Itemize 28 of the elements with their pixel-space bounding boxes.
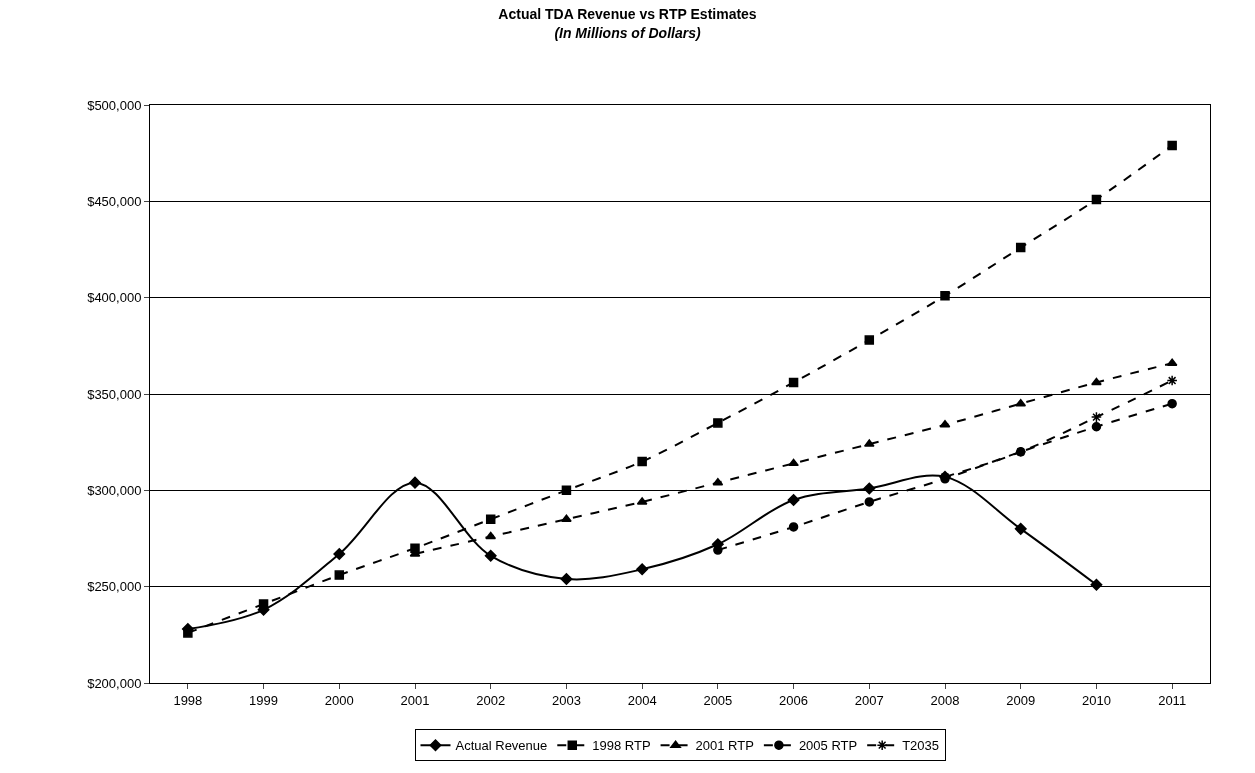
x-tick-label: 2011 bbox=[1158, 692, 1187, 708]
x-tick-label: 1998 bbox=[173, 692, 203, 708]
x-tick-label: 2002 bbox=[476, 692, 506, 708]
y-tick-label: $250,000 bbox=[87, 579, 142, 595]
x-tick-label: 2000 bbox=[324, 692, 354, 708]
y-tick-label: $350,000 bbox=[87, 386, 142, 402]
legend-label: 1998 RTP bbox=[592, 738, 651, 754]
x-tick-label: 2003 bbox=[551, 692, 581, 708]
legend-label: T2035 bbox=[902, 738, 940, 754]
y-tick-label: $450,000 bbox=[87, 193, 142, 209]
x-tick-label: 2007 bbox=[854, 692, 884, 708]
x-tick-label: 2006 bbox=[779, 692, 809, 708]
y-tick-label: $300,000 bbox=[87, 482, 142, 498]
x-tick-label: 2009 bbox=[1006, 692, 1036, 708]
y-tick-label: $200,000 bbox=[87, 675, 142, 691]
legend-label: 2005 RTP bbox=[798, 738, 858, 754]
x-tick-label: 2008 bbox=[930, 692, 960, 708]
chart-subtitle: (In Millions of Dollars) bbox=[554, 24, 701, 41]
y-tick-label: $400,000 bbox=[87, 290, 142, 306]
x-tick-label: 2010 bbox=[1081, 692, 1111, 708]
chart-title: Actual TDA Revenue vs RTP Estimates bbox=[498, 6, 757, 23]
x-tick-label: 1999 bbox=[249, 692, 279, 708]
legend-label: Actual Revenue bbox=[455, 738, 548, 754]
y-tick-label: $500,000 bbox=[87, 97, 142, 113]
x-tick-label: 2001 bbox=[400, 692, 430, 708]
x-tick-label: 2004 bbox=[627, 692, 657, 708]
x-tick-label: 2005 bbox=[703, 692, 733, 708]
legend-label: 2001 RTP bbox=[695, 738, 754, 754]
